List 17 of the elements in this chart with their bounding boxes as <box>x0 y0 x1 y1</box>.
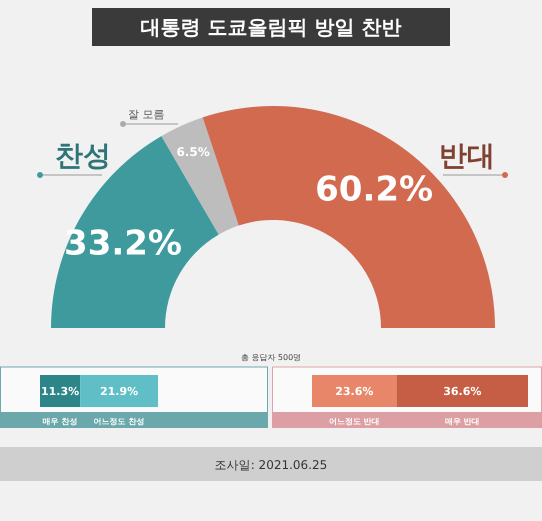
series-label: 어느정도 반대 <box>328 417 380 426</box>
slice-label: 잘 모름 <box>128 108 164 121</box>
slice-label: 반대 <box>439 139 495 172</box>
data-label: 36.6% <box>443 385 482 398</box>
series-label: 매우 찬성 <box>42 417 78 426</box>
chart-title: 대통령 도쿄올림픽 방일 찬반 <box>140 15 402 39</box>
data-label: 60.2% <box>315 170 434 210</box>
data-label: 6.5% <box>176 145 210 160</box>
data-label: 23.6% <box>335 385 374 398</box>
series-label: 매우 반대 <box>444 417 480 426</box>
series-label: 어느정도 찬성 <box>94 417 144 426</box>
data-label: 11.3% <box>41 385 80 398</box>
text: 조사일: 2021.06.25 <box>214 458 328 472</box>
data-label: 33.2% <box>64 224 182 264</box>
legend-label: 찬성 <box>55 139 111 172</box>
data-label: 21.9% <box>100 385 138 398</box>
text: 총 응답자 500명 <box>240 353 302 362</box>
